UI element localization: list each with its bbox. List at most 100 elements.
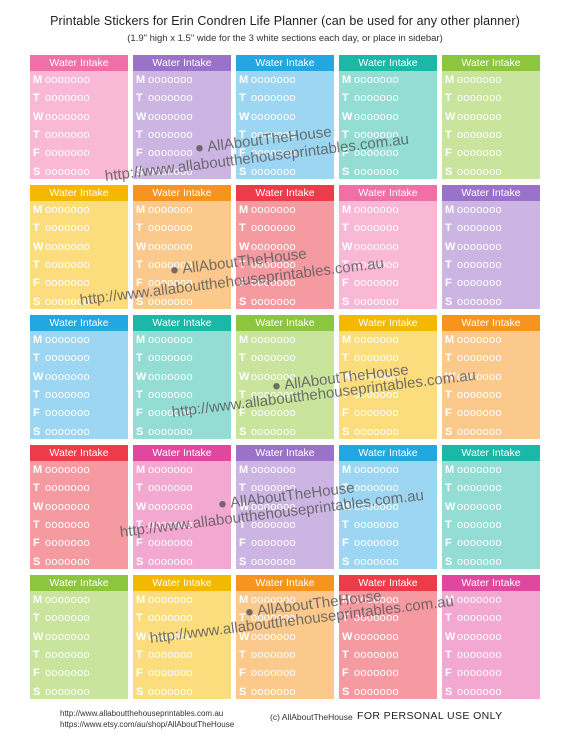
sticker-header: Water Intake <box>236 575 334 591</box>
day-letter: F <box>445 277 452 290</box>
water-glass-circles: ooooooo <box>457 370 502 383</box>
water-glass-circles: ooooooo <box>354 667 399 680</box>
day-letter: S <box>445 425 453 438</box>
water-glass-circles: ooooooo <box>251 594 296 607</box>
day-letter: F <box>239 667 246 680</box>
water-glass-circles: ooooooo <box>457 407 502 420</box>
water-glass-circles: ooooooo <box>457 165 502 178</box>
day-letter: S <box>239 425 247 438</box>
website-link[interactable]: http://www.allaboutthehouseprintables.co… <box>60 709 224 718</box>
day-letter: M <box>445 74 455 87</box>
water-glass-circles: ooooooo <box>457 612 502 625</box>
day-letter: W <box>445 500 456 513</box>
day-letter: T <box>33 389 40 402</box>
water-glass-circles: ooooooo <box>45 464 90 477</box>
water-glass-circles: ooooooo <box>148 259 193 272</box>
water-glass-circles: ooooooo <box>251 129 296 142</box>
day-letter: S <box>33 685 41 698</box>
water-glass-circles: ooooooo <box>251 110 296 123</box>
water-glass-circles: ooooooo <box>354 407 399 420</box>
sticker-header: Water Intake <box>30 575 128 591</box>
day-letter: S <box>33 425 41 438</box>
water-glass-circles: ooooooo <box>457 240 502 253</box>
water-glass-circles: ooooooo <box>251 74 296 87</box>
sticker-header: Water Intake <box>30 55 128 71</box>
day-letter: T <box>136 612 143 625</box>
water-glass-circles: ooooooo <box>457 352 502 365</box>
sticker-header: Water Intake <box>339 55 437 71</box>
day-letter: T <box>136 92 143 105</box>
day-letter: M <box>445 464 455 477</box>
day-letter: F <box>239 277 246 290</box>
water-glass-circles: ooooooo <box>457 389 502 402</box>
water-glass-circles: ooooooo <box>354 630 399 643</box>
day-letter: T <box>342 482 349 495</box>
water-glass-circles: ooooooo <box>45 240 90 253</box>
day-letter: T <box>33 649 40 662</box>
water-glass-circles: ooooooo <box>354 92 399 105</box>
day-letter: W <box>342 240 353 253</box>
water-glass-circles: ooooooo <box>354 352 399 365</box>
day-letter: T <box>445 352 452 365</box>
water-glass-circles: ooooooo <box>148 407 193 420</box>
day-letter: T <box>136 389 143 402</box>
day-letter: M <box>342 204 352 217</box>
water-glass-circles: ooooooo <box>457 519 502 532</box>
day-letter: T <box>239 92 246 105</box>
water-glass-circles: ooooooo <box>45 222 90 235</box>
day-letter: F <box>342 147 349 160</box>
day-letter: T <box>445 92 452 105</box>
water-glass-circles: ooooooo <box>148 165 193 178</box>
day-letter: W <box>342 110 353 123</box>
day-letter: T <box>445 389 452 402</box>
day-letter: F <box>136 277 143 290</box>
day-letter: W <box>33 240 44 253</box>
water-glass-circles: ooooooo <box>45 649 90 662</box>
day-letter: T <box>33 612 40 625</box>
water-glass-circles: ooooooo <box>45 482 90 495</box>
water-glass-circles: ooooooo <box>45 519 90 532</box>
sticker-header: Water Intake <box>442 315 540 331</box>
day-letter: F <box>136 537 143 550</box>
water-glass-circles: ooooooo <box>45 555 90 568</box>
water-glass-circles: ooooooo <box>354 165 399 178</box>
day-letter: M <box>136 334 146 347</box>
sticker-header: Water Intake <box>442 445 540 461</box>
etsy-link[interactable]: https://www.etsy.com/au/shop/AllAboutThe… <box>60 720 235 729</box>
day-letter: S <box>239 555 247 568</box>
water-glass-circles: ooooooo <box>457 667 502 680</box>
day-letter: F <box>33 537 40 550</box>
day-letter: T <box>136 482 143 495</box>
water-glass-circles: ooooooo <box>148 129 193 142</box>
day-letter: M <box>239 334 249 347</box>
